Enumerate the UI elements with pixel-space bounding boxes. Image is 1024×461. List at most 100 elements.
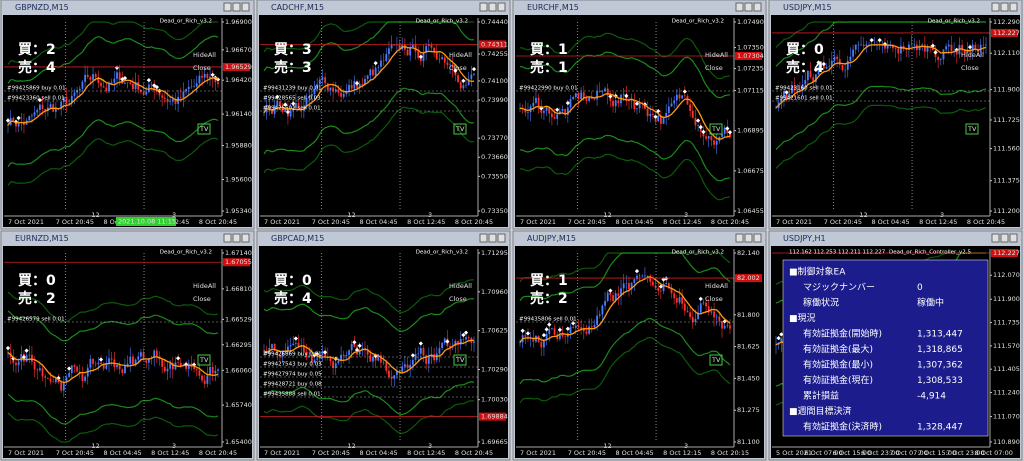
window-button[interactable] [497,2,506,12]
window-button[interactable] [223,233,232,243]
x-tick-label: 6 Oct 15:00 [833,449,871,457]
window-button[interactable] [744,2,753,12]
window-button[interactable] [241,233,250,243]
candle-body [89,77,92,80]
chart-button[interactable]: TV [199,356,209,364]
price-box [479,40,506,49]
candle-body [617,100,620,104]
window-button[interactable] [497,233,506,243]
chart-button[interactable]: HideAll [193,51,216,59]
candle-body [775,344,777,346]
signal-mark [352,340,357,345]
chart-button[interactable]: TV [967,125,977,133]
candle-body [939,59,942,61]
chart-button[interactable]: HideAll [961,51,984,59]
candle-body [121,369,124,374]
period-label: 3 [684,442,688,450]
window-button[interactable] [241,2,250,12]
y-tick-label: 111.560 [993,145,1020,153]
chart-button[interactable]: HideAll [449,282,472,290]
window-button[interactable] [753,2,762,12]
candle-body [372,69,374,76]
candle-body [147,84,150,92]
chart-button[interactable]: Close [961,64,979,72]
candle-body [337,89,340,93]
window-button[interactable] [488,2,497,12]
chart-button[interactable]: Close [705,64,723,72]
window-button[interactable] [479,2,488,12]
window-button[interactable] [1009,2,1018,12]
candle-body [537,336,540,343]
window-button[interactable] [735,2,744,12]
y-tick-label: 1.06895 [737,127,764,135]
chart-button[interactable]: HideAll [705,282,728,290]
candle-body [97,362,100,365]
window-button[interactable] [991,233,1000,243]
candle-body [97,76,100,83]
candle-body [675,298,678,303]
chart-button[interactable]: TV [711,125,721,133]
candle-body [302,345,305,352]
y-tick-label: 1.70290 [481,366,508,374]
chart-button[interactable]: TV [455,356,465,364]
candle-body [324,77,327,84]
candle-body [124,365,126,374]
window-button[interactable] [753,233,762,243]
chart-window: USDJPY,M15 12 3 112.290 112.110 111.900 111.72… [768,0,1023,230]
chart-button[interactable]: Close [705,295,723,303]
window-button[interactable] [232,2,241,12]
candle-body [28,354,31,356]
candle-body [137,356,140,360]
candle-body [638,102,641,109]
ohlc-header: 112.162 112.253 112.211 112.227 [789,250,886,256]
candle-body [697,312,700,319]
window-button[interactable] [488,233,497,243]
current-price: 112.227 [993,29,1020,37]
candle-body [403,364,406,367]
window-button[interactable] [991,2,1000,12]
chart-button[interactable]: TV [711,356,721,364]
tv-box[interactable] [709,123,723,135]
window-button[interactable] [1000,2,1009,12]
candle-body [33,361,36,370]
candle-body [358,83,361,88]
candle-body [801,84,804,91]
candle-body [385,362,388,371]
chart-button[interactable]: Close [193,295,211,303]
chart-button[interactable]: TV [199,125,209,133]
candle-body [388,370,390,377]
chart-button[interactable]: Close [193,64,211,72]
chart-button[interactable]: HideAll [705,51,728,59]
chart-button[interactable]: HideAll [193,282,216,290]
tv-box[interactable] [197,123,211,135]
candle-body [718,316,721,322]
window-button[interactable] [744,233,753,243]
window-button[interactable] [735,233,744,243]
price-box [479,412,506,421]
y-tick-label: 112.070 [993,271,1020,279]
window-button[interactable] [232,233,241,243]
window-button[interactable] [479,233,488,243]
window-button[interactable] [1009,233,1018,243]
band-line [263,106,475,174]
tv-box[interactable] [453,123,467,135]
band-line [519,153,731,201]
candle-body [449,345,451,348]
window-button[interactable] [1000,233,1009,243]
candle-body [297,342,300,347]
chart-button[interactable]: Close [449,295,467,303]
chart-button[interactable]: HideAll [449,51,472,59]
signal-mark [565,326,570,331]
chart-button[interactable]: TV [455,125,465,133]
tv-box[interactable] [709,354,723,366]
candle-body [427,356,430,364]
candle-body [702,302,705,304]
window-button[interactable] [223,2,232,12]
candle-body [398,371,401,372]
tv-box[interactable] [965,123,979,135]
tv-box[interactable] [453,354,467,366]
candle-body [36,109,39,113]
chart-button[interactable]: Close [449,64,467,72]
candle-body [857,44,860,46]
tv-box[interactable] [197,354,211,366]
